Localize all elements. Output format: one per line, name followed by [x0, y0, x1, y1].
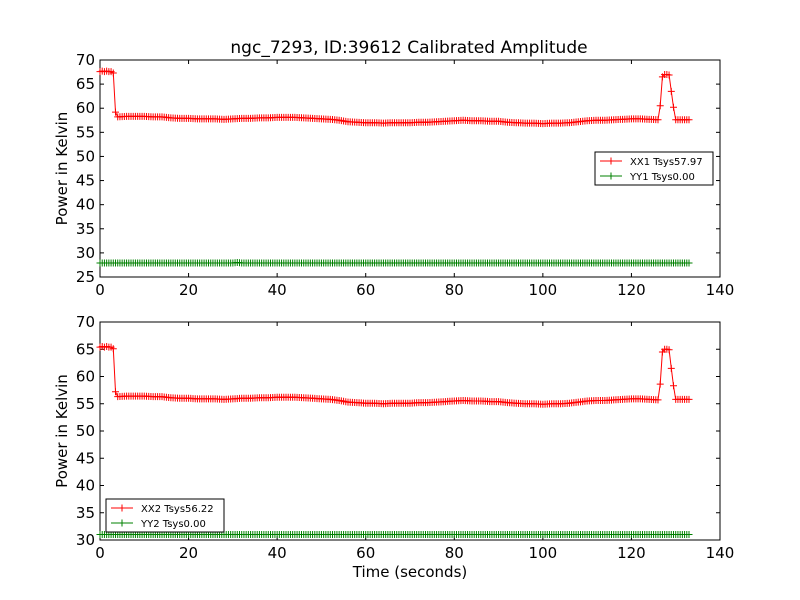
- x-tick-label: 100: [529, 544, 558, 562]
- legend-label: XX2 Tsys56.22: [141, 504, 214, 515]
- x-tick-label: 120: [617, 281, 646, 299]
- y-tick-label: 60: [76, 99, 95, 117]
- data-point: [112, 388, 119, 396]
- legend-box: [105, 498, 225, 533]
- data-point: [654, 116, 662, 124]
- legend-label: YY1 Tsys0.00: [629, 172, 695, 183]
- y-tick-label: 25: [76, 268, 95, 286]
- data-point: [656, 380, 664, 388]
- data-point: [685, 259, 693, 267]
- y-tick-label: 65: [76, 340, 95, 358]
- y-tick-label: 50: [76, 422, 95, 440]
- subplot-2: 0 20 40 60 80 100 120 140 30 35 40 45 50 55 60 65 70 Powe…: [53, 313, 734, 581]
- y-tick-label: 70: [76, 51, 95, 69]
- chart-title: ngc_7293, ID:39612 Calibrated Amplitude: [230, 38, 587, 58]
- legend-box: [594, 151, 714, 186]
- y-tick-label: 35: [76, 220, 95, 238]
- y-tick-label: 45: [76, 172, 95, 190]
- y-tick-label: 65: [76, 75, 95, 93]
- data-point: [670, 103, 677, 111]
- plots: 0 20 40 60 80 100 120 140 25 30 35 40 45 50 55 60 65 70 Po…: [53, 51, 734, 581]
- x-tick-label: 20: [179, 281, 198, 299]
- plot-frame: [99, 59, 721, 278]
- legend-marker: [118, 519, 126, 527]
- x-tick-label: 60: [356, 281, 375, 299]
- x-tick-label: 60: [356, 544, 375, 562]
- subplot-1: 0 20 40 60 80 100 120 140 25 30 35 40 45 50 55 60 65 70 Po…: [53, 51, 734, 299]
- data-point: [109, 69, 117, 77]
- data-point: [665, 71, 673, 79]
- legend-marker: [118, 504, 126, 512]
- y-tick-label: 70: [76, 313, 95, 331]
- x-tick-label: 140: [706, 544, 735, 562]
- data-point: [685, 116, 693, 124]
- series-1: [96, 67, 693, 128]
- x-tick-label: 0: [95, 281, 105, 299]
- legend-marker: [607, 157, 615, 165]
- data-point: [667, 364, 675, 372]
- y-axis-label: Power in Kelvin: [53, 374, 71, 488]
- x-tick-label: 20: [179, 544, 198, 562]
- y-tick-label: 55: [76, 123, 95, 141]
- x-axis-label: Time (seconds): [352, 563, 468, 581]
- x-tick-label: 0: [95, 544, 105, 562]
- data-point: [654, 396, 662, 404]
- y-tick-label: 30: [76, 531, 95, 549]
- legend-marker: [607, 172, 615, 180]
- legend: XX1 Tsys57.97 YY1 Tsys0.00: [594, 151, 714, 186]
- y-tick-label: 40: [76, 196, 95, 214]
- x-tick-label: 100: [529, 281, 558, 299]
- y-tick-label: 35: [76, 504, 95, 522]
- y-tick-label: 60: [76, 368, 95, 386]
- x-tick-label: 140: [706, 281, 735, 299]
- x-tick-label: 80: [445, 281, 464, 299]
- y-tick-label: 55: [76, 395, 95, 413]
- legend-label: XX1 Tsys57.97: [630, 157, 703, 168]
- y-tick-label: 45: [76, 449, 95, 467]
- y-tick-label: 30: [76, 244, 95, 262]
- data-point: [685, 395, 693, 403]
- data-point: [670, 382, 677, 390]
- x-tick-label: 40: [268, 544, 287, 562]
- legend: XX2 Tsys56.22 YY2 Tsys0.00: [105, 498, 225, 533]
- series-2: [96, 259, 693, 267]
- data-point: [685, 531, 693, 539]
- x-tick-label: 80: [445, 544, 464, 562]
- x-tick-label: 40: [268, 281, 287, 299]
- data-point: [109, 345, 117, 353]
- y-axis-label: Power in Kelvin: [53, 112, 71, 226]
- x-tick-label: 120: [617, 544, 646, 562]
- data-point: [112, 108, 119, 116]
- legend-label: YY2 Tsys0.00: [140, 519, 206, 530]
- data-point: [656, 102, 664, 110]
- data-point: [667, 87, 675, 95]
- data-point: [665, 346, 673, 354]
- y-tick-label: 50: [76, 147, 95, 165]
- series-1: [96, 343, 693, 408]
- y-tick-label: 40: [76, 477, 95, 495]
